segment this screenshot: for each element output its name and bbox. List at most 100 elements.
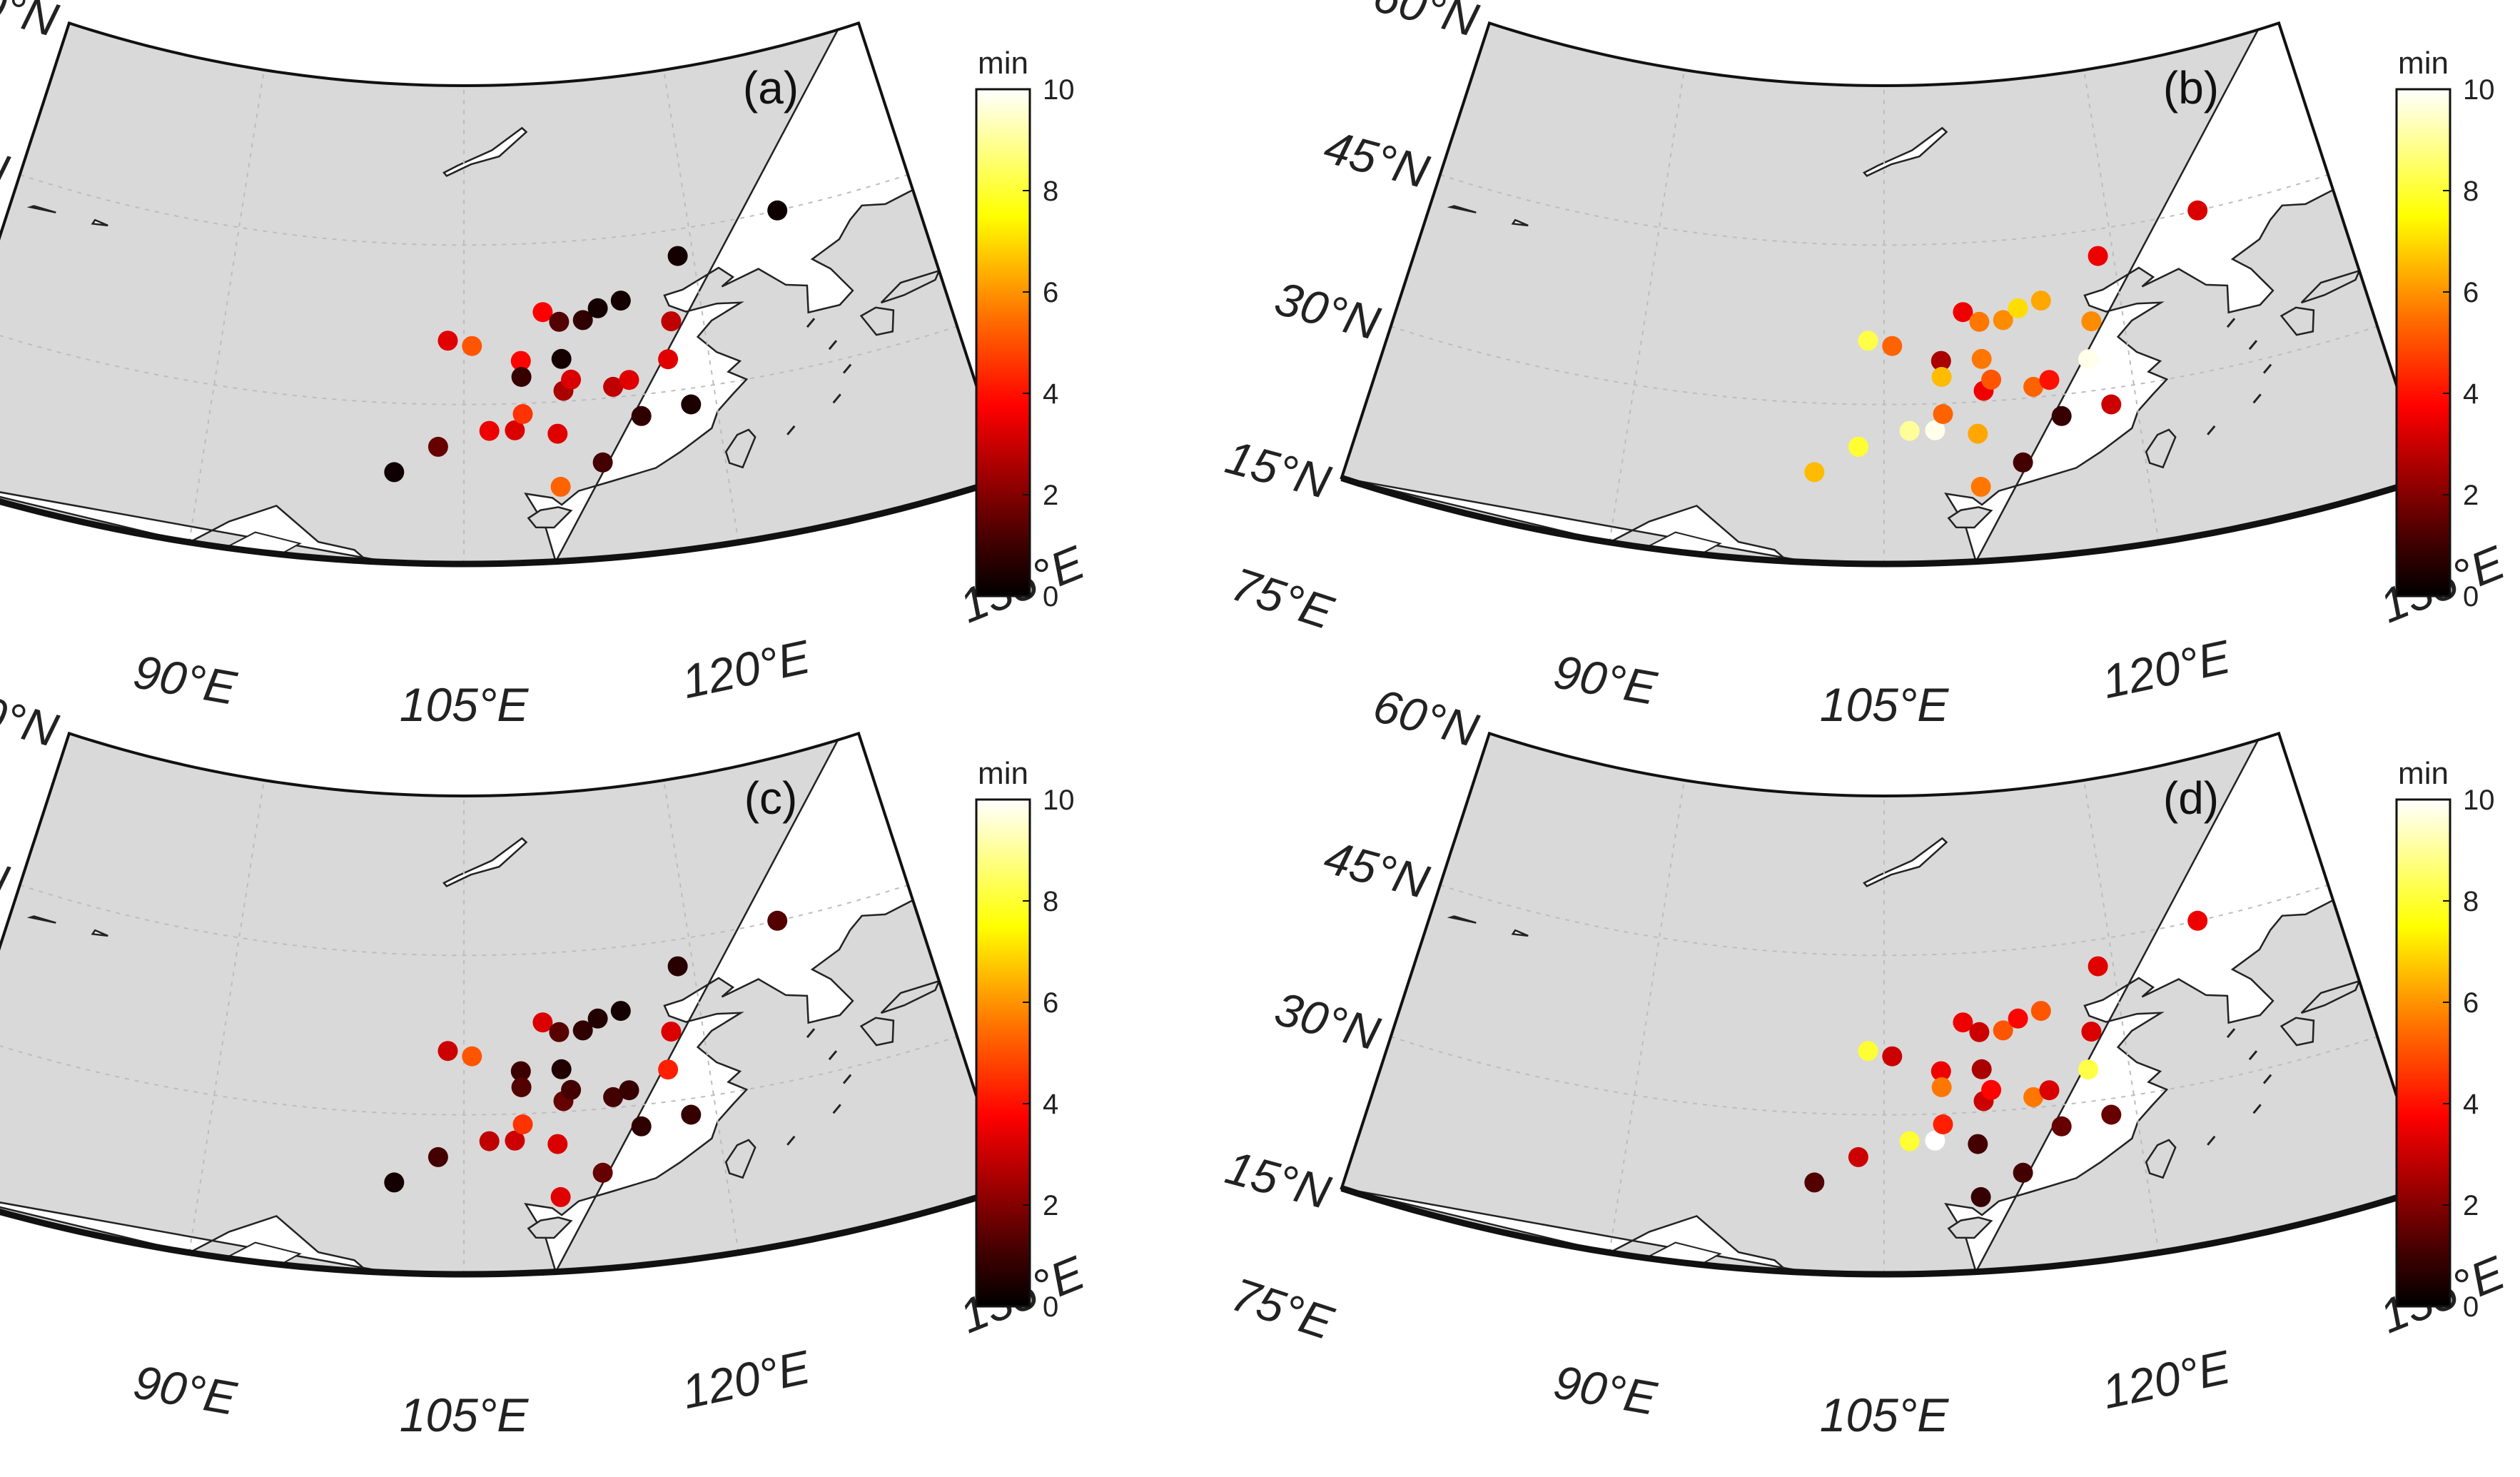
- station-marker-1: [1848, 436, 1868, 457]
- lake: [1447, 915, 1477, 924]
- station-marker-2: [1899, 420, 1920, 441]
- japan-island: [880, 269, 941, 304]
- station-marker-4: [512, 1114, 533, 1134]
- colorbar-tick-8: 8: [1043, 176, 1058, 207]
- station-marker-21: [2030, 1001, 2051, 1022]
- lon-label-90: 90°E: [1550, 1355, 1661, 1425]
- colorbar-tick-8: 8: [1043, 886, 1058, 917]
- station-marker-5: [547, 423, 568, 444]
- station-marker-26: [2088, 956, 2108, 977]
- station-marker-25: [619, 370, 639, 390]
- station-marker-20: [2008, 298, 2028, 318]
- station-marker-6: [550, 476, 571, 497]
- taiwan-island: [2145, 428, 2177, 469]
- station-marker-3: [1925, 420, 1945, 440]
- station-marker-23: [658, 1059, 679, 1080]
- station-marker-6: [550, 1186, 571, 1207]
- station-marker-7: [2013, 452, 2033, 473]
- station-marker-22: [2081, 1022, 2102, 1042]
- graticule-parallel: [1390, 1036, 2378, 1116]
- islet-mark: [2207, 425, 2216, 435]
- islet-mark: [2226, 1028, 2236, 1039]
- colorbar-tick-8: 8: [2463, 176, 2479, 207]
- station-marker-18: [549, 1022, 570, 1042]
- colorbar-tick-2: 2: [2463, 480, 2479, 511]
- station-marker-16: [551, 348, 572, 369]
- station-marker-9: [681, 394, 702, 415]
- islet-mark: [828, 340, 838, 351]
- station-marker-17: [1953, 1012, 1973, 1033]
- station-marker-24: [2023, 1087, 2044, 1107]
- colorbar-tick-0: 0: [2463, 581, 2479, 613]
- japan-island: [2279, 306, 2315, 336]
- colorbar-gradient: [2395, 798, 2451, 1308]
- station-marker-10: [437, 331, 458, 351]
- lat-label-30: 30°N: [1270, 982, 1385, 1060]
- islet-mark: [832, 393, 841, 404]
- islet-mark: [2262, 1074, 2272, 1084]
- graticule-parallel: [0, 1036, 958, 1116]
- frame-south-edge: [1340, 475, 2428, 568]
- japan-island: [2300, 269, 2362, 304]
- station-marker-11: [462, 1046, 482, 1067]
- lake: [26, 205, 56, 213]
- station-marker-13: [1931, 1077, 1952, 1097]
- station-marker-18: [1969, 1022, 1990, 1042]
- lon-label-75: 75°E: [1225, 557, 1340, 639]
- colorbar-tick-4: 4: [1043, 378, 1058, 410]
- islet-mark: [2207, 1135, 2216, 1146]
- station-marker-24: [603, 376, 624, 397]
- islet-mark: [2226, 318, 2236, 328]
- station-marker-9: [681, 1104, 702, 1125]
- colorbar-gradient: [975, 798, 1031, 1308]
- map-panel-d: 60°N45°N30°N15°N75°E90°E105°E120°E135°E(…: [1220, 678, 2512, 1441]
- station-marker-10: [437, 1041, 458, 1062]
- colorbar-tick-10: 10: [1043, 74, 1075, 106]
- map-panel-c: 60°N45°N30°N15°N75°E90°E105°E120°E135°E(…: [0, 678, 1092, 1441]
- station-marker-17: [532, 302, 553, 323]
- lat-label-15: 15°N: [1220, 1141, 1336, 1219]
- station-marker-5: [1968, 423, 1988, 444]
- japan-island: [880, 979, 941, 1014]
- lat-label-45: 45°N: [0, 120, 14, 198]
- station-marker-19: [1993, 310, 2013, 331]
- station-marker-23: [658, 349, 679, 370]
- lat-label-45: 45°N: [0, 830, 14, 909]
- lake: [1447, 205, 1477, 213]
- lat-label-45: 45°N: [1319, 830, 1434, 909]
- station-marker-8: [2051, 1116, 2072, 1136]
- colorbar-tick-10: 10: [2463, 785, 2495, 816]
- frame-south-edge: [0, 475, 1008, 568]
- lon-label-120: 120°E: [677, 1340, 815, 1418]
- taiwan-island: [724, 1139, 756, 1179]
- station-marker-4: [512, 404, 533, 424]
- station-marker-0: [384, 462, 405, 483]
- station-marker-0: [1804, 462, 1825, 483]
- colorbar-tick-6: 6: [2463, 987, 2479, 1019]
- station-marker-7: [2013, 1162, 2033, 1183]
- colorbar-tick-6: 6: [1043, 277, 1058, 308]
- lon-label-120: 120°E: [2098, 630, 2235, 708]
- station-marker-12: [510, 351, 531, 371]
- japan-island: [859, 1017, 895, 1047]
- station-marker-10: [1858, 331, 1878, 351]
- station-marker-7: [592, 1162, 613, 1183]
- station-marker-19: [1993, 1020, 2013, 1041]
- colorbar-tick-2: 2: [1043, 480, 1058, 511]
- station-marker-12: [1931, 351, 1951, 371]
- colorbar-tick-10: 10: [1043, 785, 1075, 816]
- graticule-parallel: [0, 326, 958, 405]
- station-marker-8: [631, 1116, 652, 1136]
- islet-mark: [828, 1050, 838, 1061]
- station-marker-15: [561, 369, 582, 390]
- islet-mark: [842, 363, 852, 374]
- station-marker-22: [2081, 311, 2102, 332]
- hainan-island: [1947, 1216, 1993, 1239]
- station-marker-25: [619, 1080, 639, 1101]
- station-marker-13: [511, 367, 532, 387]
- colorbar-c: min 0 2 4 6 8 10: [975, 756, 1075, 1323]
- lon-label-120: 120°E: [2098, 1340, 2235, 1418]
- lat-label-30: 30°N: [1270, 271, 1385, 350]
- station-marker-19: [572, 310, 593, 331]
- lat-label-60: 60°N: [1368, 0, 1484, 46]
